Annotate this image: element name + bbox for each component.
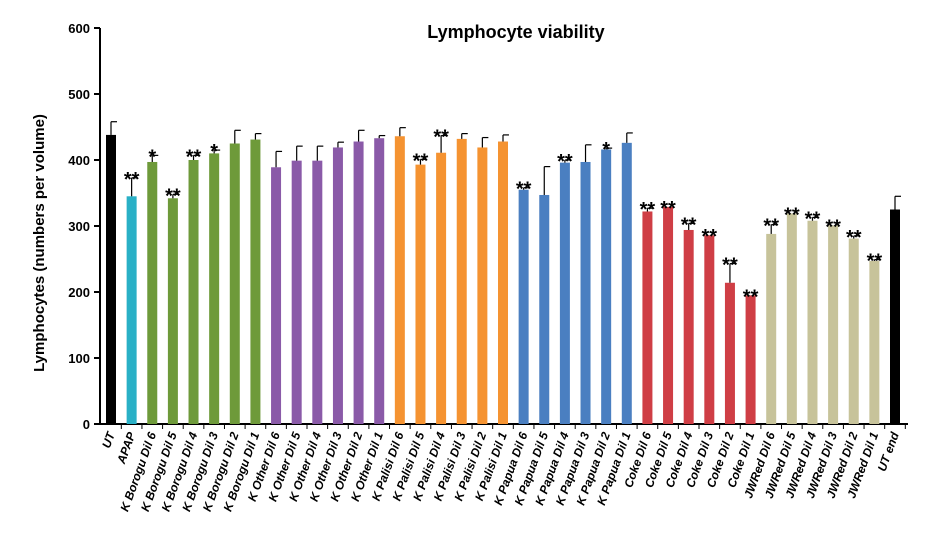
bar <box>559 162 570 424</box>
significance-marker: ** <box>743 286 759 308</box>
bar <box>271 167 282 424</box>
bar <box>209 153 220 424</box>
significance-marker: ** <box>413 150 429 172</box>
y-tick-label: 500 <box>68 87 90 102</box>
significance-marker: ** <box>516 179 532 201</box>
significance-marker: ** <box>805 208 821 230</box>
significance-marker: ** <box>681 214 697 236</box>
significance-marker: ** <box>186 146 202 168</box>
chart-title: Lymphocyte viability <box>427 22 604 42</box>
significance-marker: * <box>602 139 610 161</box>
bar <box>704 235 715 424</box>
significance-marker: ** <box>660 198 676 220</box>
bar <box>683 229 694 424</box>
bar <box>807 220 818 424</box>
bar <box>786 213 797 424</box>
significance-marker: ** <box>763 216 779 238</box>
bar <box>518 189 529 424</box>
y-tick-label: 200 <box>68 285 90 300</box>
significance-marker: ** <box>640 199 656 221</box>
significance-marker: ** <box>825 216 841 238</box>
bar <box>147 161 158 425</box>
bar <box>663 206 674 424</box>
significance-marker: ** <box>846 227 862 249</box>
bar <box>106 134 116 425</box>
bar <box>291 160 302 424</box>
bar <box>848 238 859 424</box>
bar <box>890 209 900 424</box>
bar <box>456 138 467 424</box>
bar <box>539 194 550 424</box>
bar <box>374 138 385 424</box>
bar <box>828 225 839 424</box>
bar <box>498 141 508 424</box>
significance-marker: ** <box>433 127 449 149</box>
bar <box>869 260 880 424</box>
y-tick-label: 300 <box>68 219 90 234</box>
significance-marker: ** <box>867 251 883 273</box>
y-tick-label: 400 <box>68 153 90 168</box>
bar <box>436 152 447 425</box>
significance-marker: * <box>210 141 218 163</box>
bar <box>601 149 612 424</box>
bar <box>415 164 426 424</box>
bar <box>126 196 137 424</box>
bar <box>642 211 653 424</box>
y-tick-label: 0 <box>83 417 90 432</box>
significance-marker: ** <box>784 204 800 226</box>
significance-marker: ** <box>165 185 181 207</box>
bar <box>229 143 240 424</box>
x-tick-label: UT <box>99 429 118 450</box>
y-tick-label: 100 <box>68 351 90 366</box>
bar <box>394 136 405 425</box>
bar <box>353 141 364 424</box>
bar <box>621 142 632 424</box>
significance-marker: ** <box>557 151 573 173</box>
bar <box>580 161 591 425</box>
significance-marker: ** <box>722 255 738 277</box>
y-axis-label: Lymphocytes (numbers per volume) <box>31 114 48 372</box>
bar <box>312 160 323 424</box>
bar <box>167 198 178 424</box>
bar <box>766 233 777 424</box>
bar <box>724 282 735 424</box>
significance-marker: ** <box>702 226 718 248</box>
significance-marker: ** <box>124 169 140 191</box>
bar <box>188 160 199 424</box>
bar <box>332 147 343 424</box>
bar <box>250 139 261 425</box>
y-tick-label: 600 <box>68 21 90 36</box>
bar <box>477 147 488 424</box>
significance-marker: * <box>148 146 156 168</box>
bar <box>745 295 756 424</box>
